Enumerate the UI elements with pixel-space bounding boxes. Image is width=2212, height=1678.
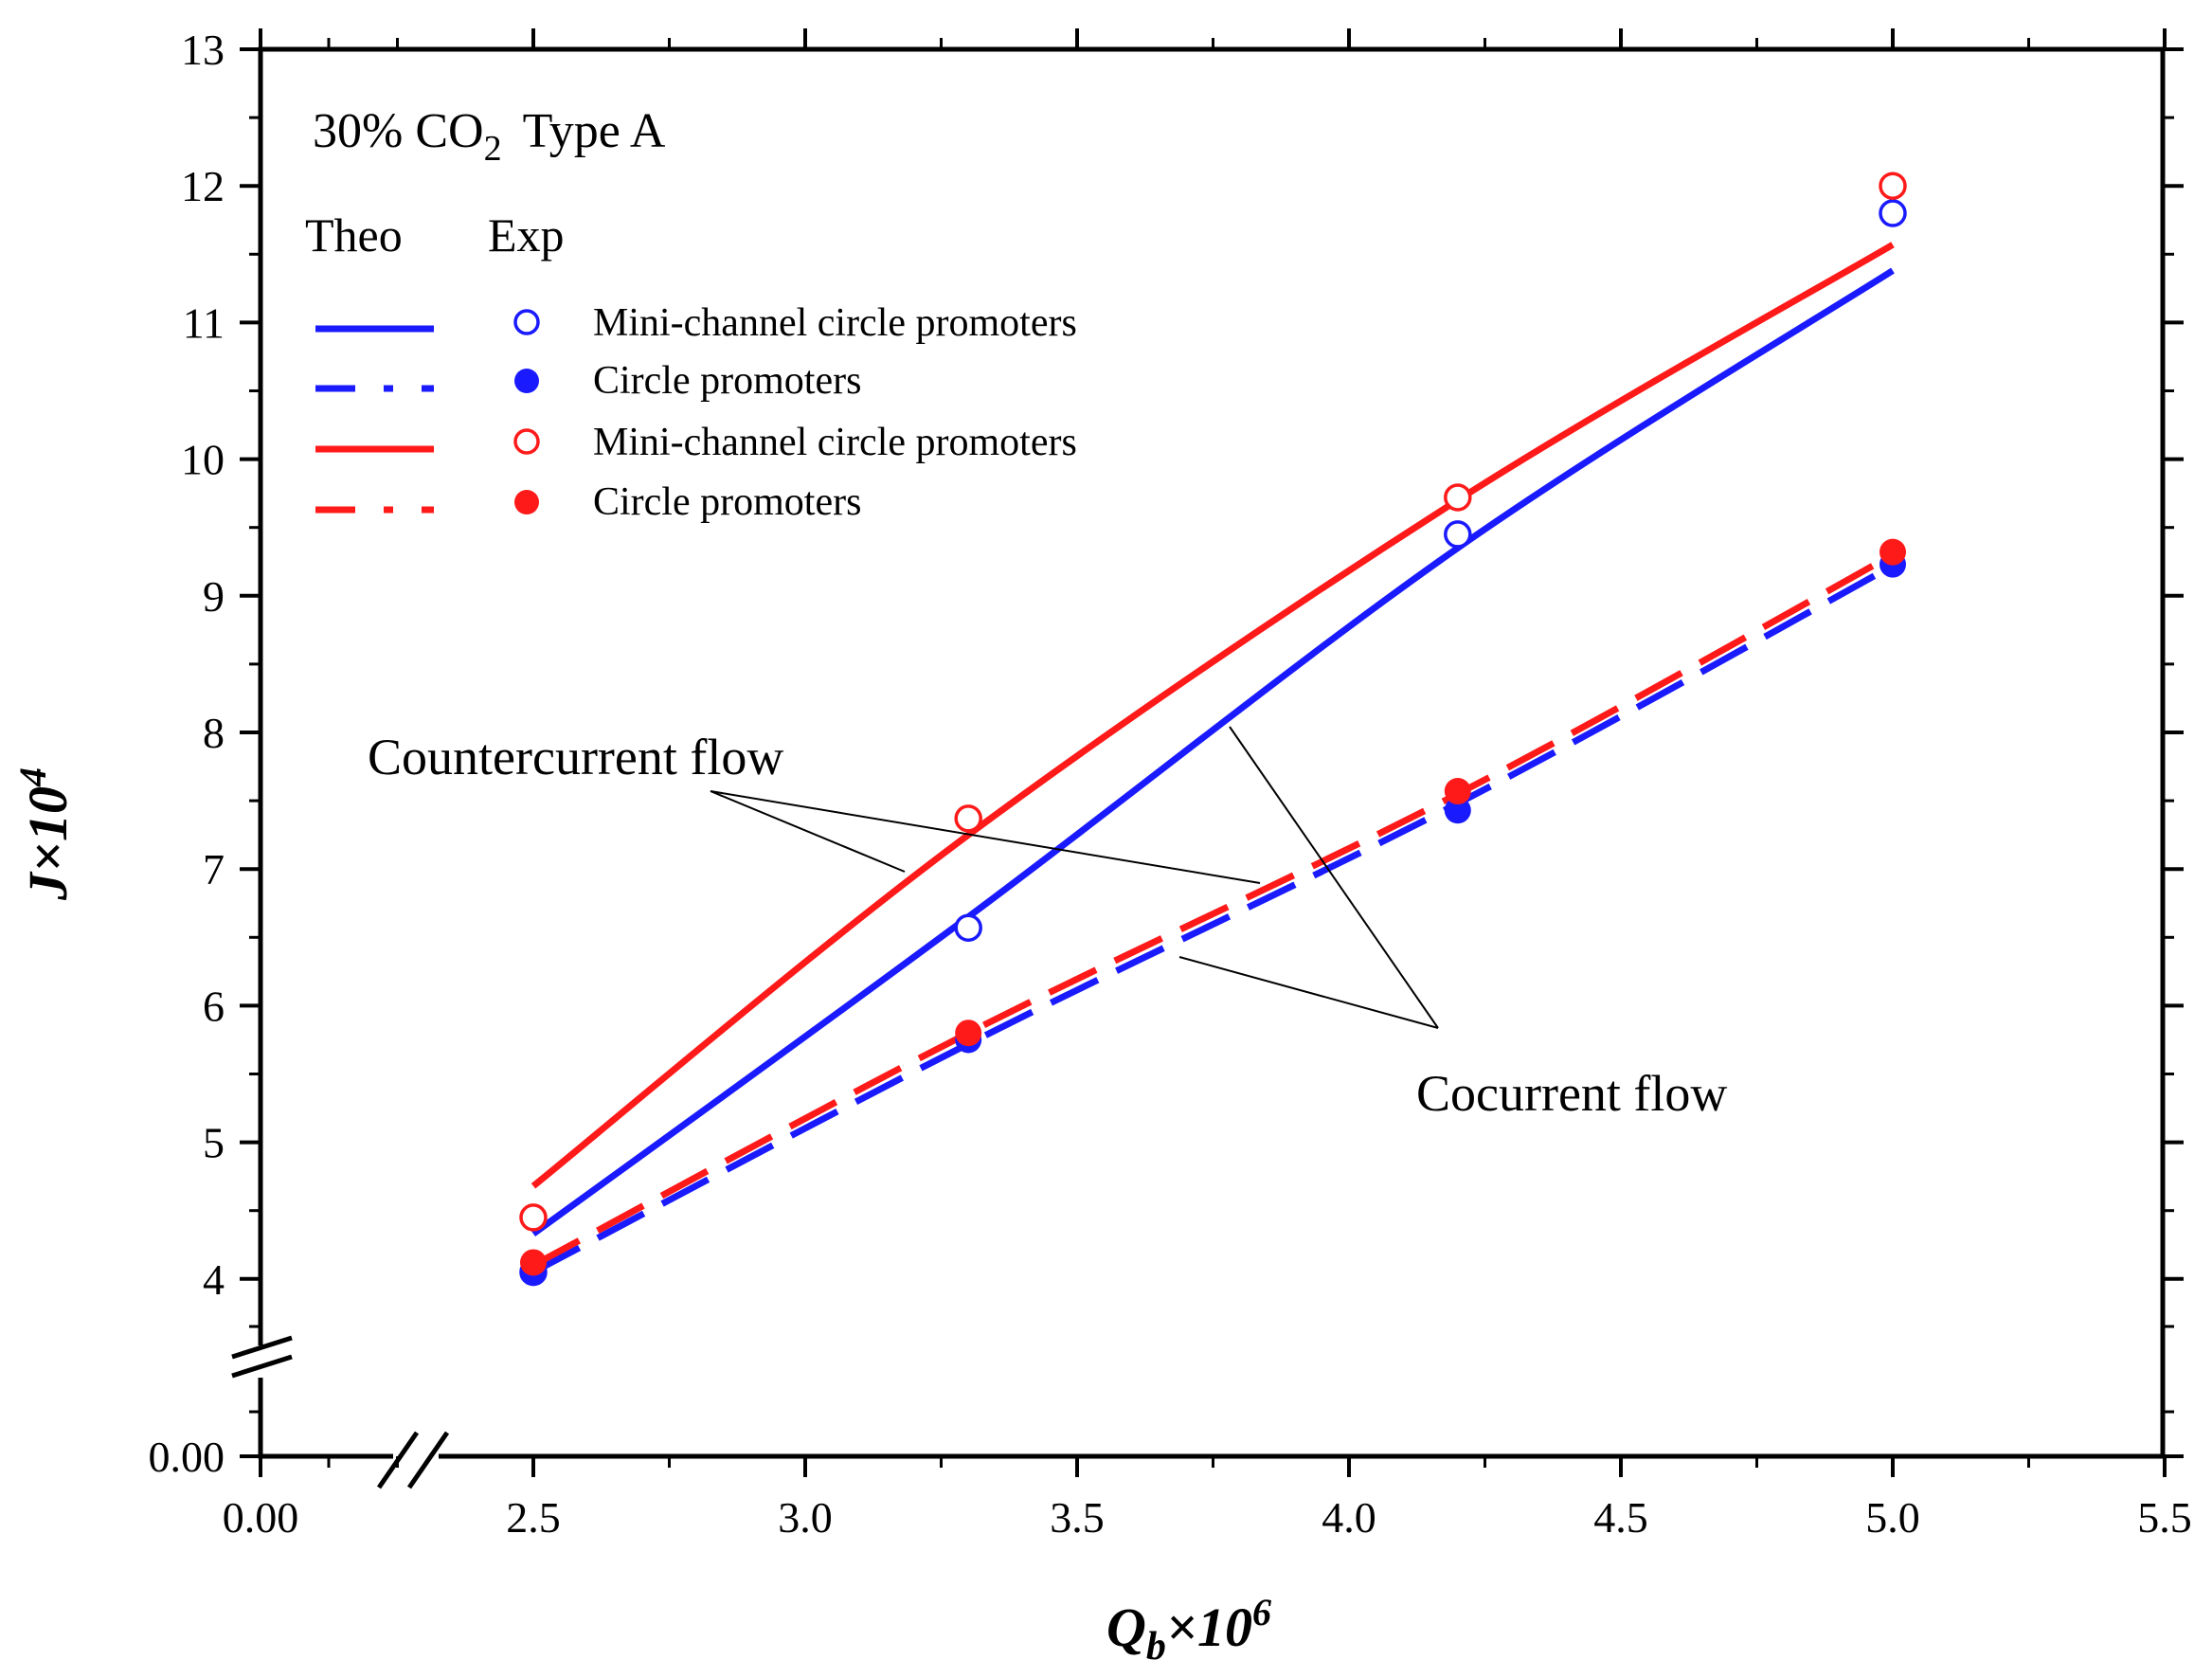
series-1-exp-point (1444, 797, 1471, 824)
series-2-exp-point (519, 1203, 548, 1232)
legend-entry-blue-mini-channel: Mini-channel circle promoters (315, 301, 1077, 345)
x-axis-title: Qb×106 (1106, 1591, 1271, 1669)
countercurrent-pointer-2 (710, 790, 1261, 884)
y-tick-label: 6 (203, 982, 225, 1030)
legend-label-red-circle: Circle promoters (593, 480, 861, 524)
y-axis-title: J×104 (11, 767, 79, 901)
x-tick-label: 5.5 (2137, 1493, 2192, 1542)
chart-title: 30% CO2 Type A (313, 104, 666, 169)
legend: Mini-channel circle promoters Circle pro… (315, 301, 1077, 524)
x-break-slash-2 (406, 1431, 450, 1489)
series-2-exp-point (954, 804, 982, 833)
legend-entry-red-circle: Circle promoters (315, 480, 861, 524)
y-tick-label: 8 (203, 709, 225, 757)
legend-marker-blue-open (513, 309, 540, 335)
legend-header-theo: Theo (305, 208, 403, 262)
series-3-exp-point (1879, 538, 1906, 566)
axis-ticks: 0.00 2.5 3.0 3.5 4.0 4.5 5.0 5.5 0.00 4 5 6 7 8 9 10 11 1… (149, 26, 2192, 1542)
y-tick-label: 10 (181, 436, 225, 484)
y-tick-label: 11 (183, 298, 225, 347)
legend-entry-blue-circle: Circle promoters (315, 359, 861, 403)
series-2-theo-line (531, 242, 1895, 1189)
y-tick-label: 12 (181, 162, 225, 210)
y-break-slash-1 (231, 1335, 293, 1360)
series-3-exp-point (955, 1019, 982, 1047)
series-1-theo-line (531, 563, 1895, 1275)
title-tail: Type A (523, 104, 666, 158)
x-tick-label: 5.0 (1865, 1493, 1920, 1542)
x-tick-label: 3.5 (1050, 1493, 1105, 1542)
series-2-exp-point (1879, 171, 1907, 200)
annotation-pointers (710, 726, 1439, 1029)
x-title-mid: ×10 (1166, 1597, 1252, 1658)
legend-marker-blue-filled (514, 369, 539, 393)
x-tick-label: 2.5 (506, 1493, 561, 1542)
y-title-base: J×10 (17, 786, 79, 901)
series-layer (519, 171, 1907, 1287)
countercurrent-pointer-1 (710, 790, 906, 873)
title-main: 30% CO (313, 104, 484, 158)
y-tick-label: 4 (203, 1255, 225, 1304)
x-tick-label: 4.0 (1322, 1493, 1376, 1542)
legend-label-blue-mini-channel: Mini-channel circle promoters (593, 301, 1077, 345)
y-tick-label: 13 (181, 26, 225, 74)
legend-label-red-mini-channel: Mini-channel circle promoters (593, 421, 1077, 464)
series-3-exp-point (1444, 778, 1471, 805)
cocurrent-label: Cocurrent flow (1416, 1065, 1727, 1122)
series-0-exp-point (954, 913, 982, 942)
legend-entry-red-mini-channel: Mini-channel circle promoters (315, 421, 1077, 464)
countercurrent-label: Countercurrent flow (368, 729, 783, 785)
x-title-sup: 6 (1252, 1591, 1271, 1633)
legend-header-exp: Exp (488, 208, 565, 262)
y-title-sup: 4 (11, 767, 54, 787)
y-tick-label: 5 (203, 1119, 225, 1167)
series-0-exp-point (1444, 520, 1472, 549)
legend-marker-red-open (513, 428, 540, 455)
series-3-theo-line (531, 551, 1895, 1269)
series-0-theo-line (531, 267, 1895, 1237)
series-0-exp-point (1879, 199, 1907, 227)
x-title-base: Q (1106, 1597, 1146, 1658)
y-tick-label: 7 (203, 845, 225, 893)
title-subscript: 2 (484, 129, 502, 169)
x-tick-label: 4.5 (1593, 1493, 1648, 1542)
legend-label-blue-circle: Circle promoters (593, 359, 861, 403)
cocurrent-pointer-2 (1178, 956, 1439, 1029)
y-tick-label: 0.00 (149, 1433, 225, 1481)
x-tick-label: 3.0 (778, 1493, 833, 1542)
cocurrent-pointer-1 (1229, 726, 1439, 1029)
legend-marker-red-filled (514, 490, 539, 514)
x-title-sub: b (1146, 1625, 1166, 1669)
y-tick-label: 9 (203, 572, 225, 621)
series-2-exp-point (1444, 483, 1472, 512)
series-3-exp-point (520, 1249, 547, 1276)
x-tick-label: 0.00 (223, 1493, 299, 1542)
y-break-slash-2 (231, 1354, 293, 1379)
